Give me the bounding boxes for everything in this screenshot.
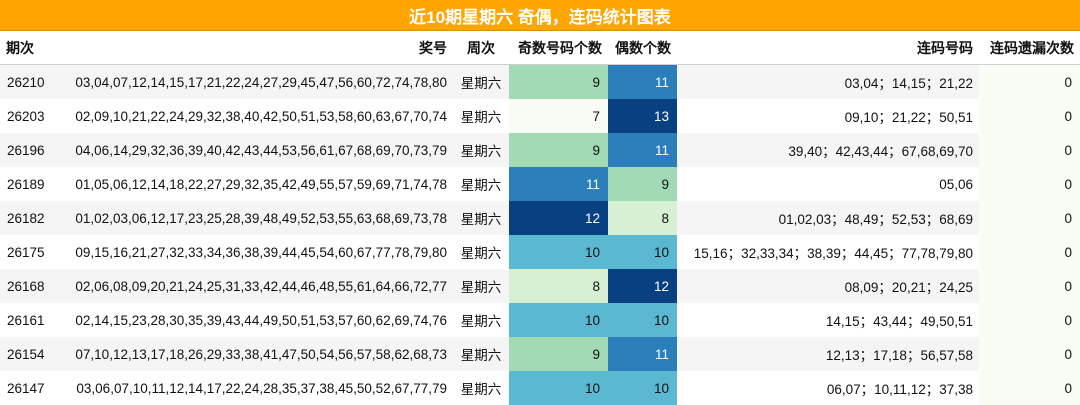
cell-odd-count: 9 [509, 337, 608, 371]
header-miss: 连码遗漏次数 [979, 31, 1080, 65]
table-row: 26154 07,10,12,13,17,18,26,29,33,38,41,47… [0, 337, 1080, 371]
cell-miss-count: 0 [979, 99, 1080, 133]
cell-even-count: 12 [608, 269, 677, 303]
header-row: 期次 奖号 周次 奇数号码个数 偶数个数 连码号码 连码遗漏次数 [0, 31, 1080, 65]
header-consecutive: 连码号码 [677, 31, 979, 65]
cell-week: 星期六 [453, 64, 509, 99]
cell-even-count: 9 [608, 167, 677, 201]
cell-even-count: 10 [608, 235, 677, 269]
cell-week: 星期六 [453, 201, 509, 235]
cell-issue: 26154 [0, 337, 55, 371]
cell-consecutive: 14,15；43,44；49,50,51 [677, 303, 979, 337]
header-even: 偶数个数 [608, 31, 677, 65]
table-row: 26210 03,04,07,12,14,15,17,21,22,24,27,29… [0, 64, 1080, 99]
cell-consecutive: 01,02,03；48,49；52,53；68,69 [677, 201, 979, 235]
header-prize: 奖号 [55, 31, 453, 65]
cell-issue: 26147 [0, 371, 55, 405]
cell-miss-count: 0 [979, 235, 1080, 269]
cell-prize: 02,09,10,21,22,24,29,32,38,40,42,50,51,5… [55, 99, 453, 133]
cell-miss-count: 0 [979, 167, 1080, 201]
table-row: 26161 02,14,15,23,28,30,35,39,43,44,49,50… [0, 303, 1080, 337]
cell-even-count: 10 [608, 371, 677, 405]
cell-prize: 03,04,07,12,14,15,17,21,22,24,27,29,45,4… [55, 64, 453, 99]
cell-issue: 26189 [0, 167, 55, 201]
cell-consecutive: 39,40；42,43,44；67,68,69,70 [677, 133, 979, 167]
cell-odd-count: 12 [509, 201, 608, 235]
cell-miss-count: 0 [979, 133, 1080, 167]
cell-consecutive: 08,09；20,21；24,25 [677, 269, 979, 303]
table-row: 26182 01,02,03,06,12,17,23,25,28,39,48,49… [0, 201, 1080, 235]
cell-consecutive: 03,04；14,15；21,22 [677, 64, 979, 99]
table-row: 26196 04,06,14,29,32,36,39,40,42,43,44,53… [0, 133, 1080, 167]
cell-miss-count: 0 [979, 371, 1080, 405]
table-row: 26168 02,06,08,09,20,21,24,25,31,33,42,44… [0, 269, 1080, 303]
cell-consecutive: 12,13；17,18；56,57,58 [677, 337, 979, 371]
cell-prize: 01,02,03,06,12,17,23,25,28,39,48,49,52,5… [55, 201, 453, 235]
cell-prize: 01,05,06,12,14,18,22,27,29,32,35,42,49,5… [55, 167, 453, 201]
cell-week: 星期六 [453, 371, 509, 405]
cell-miss-count: 0 [979, 337, 1080, 371]
cell-consecutive: 15,16；32,33,34；38,39；44,45；77,78,79,80 [677, 235, 979, 269]
cell-odd-count: 8 [509, 269, 608, 303]
cell-even-count: 8 [608, 201, 677, 235]
cell-odd-count: 10 [509, 303, 608, 337]
cell-prize: 07,10,12,13,17,18,26,29,33,38,41,47,50,5… [55, 337, 453, 371]
cell-week: 星期六 [453, 303, 509, 337]
cell-issue: 26203 [0, 99, 55, 133]
cell-miss-count: 0 [979, 64, 1080, 99]
cell-prize: 09,15,16,21,27,32,33,34,36,38,39,44,45,5… [55, 235, 453, 269]
header-issue: 期次 [0, 31, 55, 65]
table-row: 26175 09,15,16,21,27,32,33,34,36,38,39,44… [0, 235, 1080, 269]
table-row: 26147 03,06,07,10,11,12,14,17,22,24,28,35… [0, 371, 1080, 405]
cell-even-count: 11 [608, 133, 677, 167]
cell-prize: 04,06,14,29,32,36,39,40,42,43,44,53,56,6… [55, 133, 453, 167]
cell-consecutive: 09,10；21,22；50,51 [677, 99, 979, 133]
cell-week: 星期六 [453, 235, 509, 269]
cell-odd-count: 10 [509, 371, 608, 405]
cell-odd-count: 9 [509, 133, 608, 167]
cell-miss-count: 0 [979, 269, 1080, 303]
cell-issue: 26196 [0, 133, 55, 167]
cell-prize: 02,14,15,23,28,30,35,39,43,44,49,50,51,5… [55, 303, 453, 337]
header-week: 周次 [453, 31, 509, 65]
cell-issue: 26168 [0, 269, 55, 303]
cell-even-count: 11 [608, 64, 677, 99]
table-row: 26189 01,05,06,12,14,18,22,27,29,32,35,42… [0, 167, 1080, 201]
table-title: 近10期星期六 奇偶，连码统计图表 [0, 0, 1080, 31]
table-body: 26210 03,04,07,12,14,15,17,21,22,24,27,29… [0, 64, 1080, 405]
cell-week: 星期六 [453, 99, 509, 133]
cell-week: 星期六 [453, 133, 509, 167]
cell-week: 星期六 [453, 269, 509, 303]
cell-prize: 02,06,08,09,20,21,24,25,31,33,42,44,46,4… [55, 269, 453, 303]
cell-consecutive: 05,06 [677, 167, 979, 201]
cell-miss-count: 0 [979, 201, 1080, 235]
cell-odd-count: 10 [509, 235, 608, 269]
cell-consecutive: 06,07；10,11,12；37,38 [677, 371, 979, 405]
cell-miss-count: 0 [979, 303, 1080, 337]
cell-even-count: 10 [608, 303, 677, 337]
cell-week: 星期六 [453, 337, 509, 371]
cell-issue: 26182 [0, 201, 55, 235]
cell-issue: 26175 [0, 235, 55, 269]
cell-even-count: 13 [608, 99, 677, 133]
cell-prize: 03,06,07,10,11,12,14,17,22,24,28,35,37,3… [55, 371, 453, 405]
cell-week: 星期六 [453, 167, 509, 201]
table-row: 26203 02,09,10,21,22,24,29,32,38,40,42,50… [0, 99, 1080, 133]
cell-odd-count: 9 [509, 64, 608, 99]
cell-odd-count: 11 [509, 167, 608, 201]
cell-issue: 26161 [0, 303, 55, 337]
cell-odd-count: 7 [509, 99, 608, 133]
header-odd: 奇数号码个数 [509, 31, 608, 65]
cell-issue: 26210 [0, 64, 55, 99]
cell-even-count: 11 [608, 337, 677, 371]
stats-table: 期次 奖号 周次 奇数号码个数 偶数个数 连码号码 连码遗漏次数 26210 03… [0, 31, 1080, 405]
